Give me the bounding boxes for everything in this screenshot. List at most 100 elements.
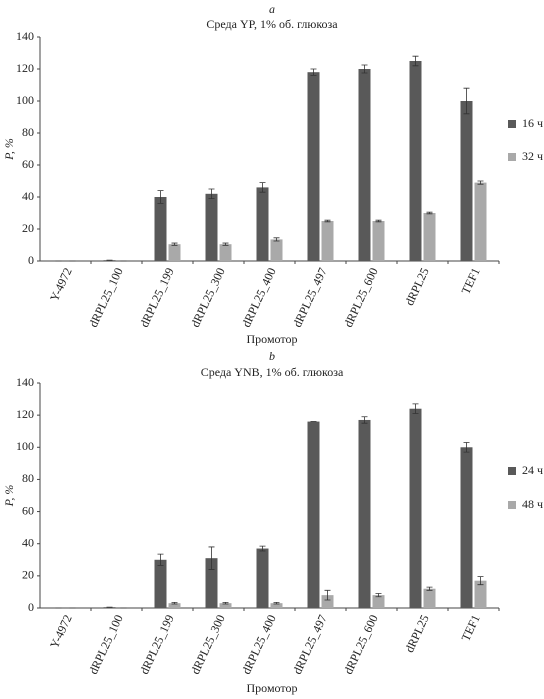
chart-tag: b [269,349,275,363]
x-tick-label: dRPL25_100 [86,613,126,677]
error-bar [361,416,368,424]
chart-title: Среда YNB, 1% об. глюкоза [201,365,344,379]
error-bar [310,68,317,76]
legend-swatch [508,467,516,475]
bar [270,603,283,608]
legend-swatch [508,501,516,509]
bar [307,72,320,261]
y-tick-label: 100 [16,439,34,453]
legend-label: 24 ч [522,463,543,477]
bar [205,558,218,608]
y-tick-label: 20 [22,221,34,235]
bar [321,221,334,261]
x-tick-label: dRPL25_300 [188,613,228,677]
bar [256,187,269,261]
bar [409,408,422,608]
bar [168,603,181,608]
error-bar [222,601,229,605]
legend-label: 48 ч [522,497,543,511]
x-tick-label: dRPL25_497 [290,613,330,677]
bar [460,447,473,608]
error-bar [477,576,484,586]
y-axis-label: P, % [2,138,16,161]
bar [409,61,422,261]
error-bar [157,190,164,204]
legend-label: 16 ч [522,116,543,130]
bar [358,419,371,608]
bar [372,221,385,261]
error-bar [171,601,178,605]
bar [474,580,487,608]
bar [154,197,167,261]
x-tick-label: dRPL25_199 [137,266,177,330]
y-tick-label: 40 [22,189,34,203]
bar [154,559,167,608]
y-axis-label: P, % [2,485,16,508]
x-tick-label: dRPL25_199 [137,613,177,677]
x-tick-label: dRPL25_600 [341,613,381,677]
error-bar [375,593,382,598]
x-tick-label: dRPL25_600 [341,266,381,330]
bar [474,182,487,261]
error-bar [324,219,331,223]
legend-label: 32 ч [522,149,543,163]
bar [358,69,371,261]
bar [372,595,385,608]
bar [321,595,334,608]
error-bar [259,182,266,193]
bar [307,421,320,608]
error-bar [171,242,178,246]
bar [219,603,232,608]
error-bar [426,211,433,215]
chart-title: Среда YP, 1% об. глюкоза [206,17,338,31]
error-bar [375,219,382,223]
error-bar [222,242,229,246]
x-tick-label: dRPL25_100 [86,266,126,330]
x-axis-label: Промотор [247,681,298,695]
error-bar [208,188,215,199]
chart-tag: a [269,2,275,16]
x-axis-label: Промотор [247,332,298,346]
error-bar [208,546,215,570]
bar [460,101,473,261]
error-bar [412,55,419,67]
y-tick-label: 120 [16,407,34,421]
error-bar [463,87,470,115]
y-tick-label: 80 [22,471,34,485]
y-tick-label: 20 [22,568,34,582]
y-tick-label: 60 [22,157,34,171]
x-tick-label: dRPL25_300 [188,266,228,330]
error-bar [361,64,368,74]
bar [168,244,181,261]
y-tick-label: 0 [28,253,34,267]
error-bar [477,180,484,185]
bar [423,213,436,261]
x-tick-label: dRPL25_400 [239,613,279,677]
x-tick-label: Y-4972 [47,266,75,304]
bar [103,607,116,608]
y-tick-label: 140 [16,29,34,43]
x-tick-label: TEF1 [458,613,482,644]
y-tick-label: 60 [22,503,34,517]
x-tick-label: dRPL25 [402,613,432,655]
error-bar [273,601,280,605]
x-tick-label: dRPL25 [402,266,432,308]
y-tick-label: 80 [22,125,34,139]
bar [423,588,436,608]
y-tick-label: 140 [16,375,34,389]
bar [270,239,283,261]
error-bar [426,586,433,591]
bar [219,244,232,261]
y-tick-label: 120 [16,61,34,75]
y-tick-label: 0 [28,600,34,614]
error-bar [463,442,470,453]
x-tick-label: dRPL25_400 [239,266,279,330]
error-bar [273,237,280,242]
x-tick-label: TEF1 [458,266,482,297]
error-bar [157,553,164,566]
y-tick-label: 100 [16,93,34,107]
y-tick-label: 40 [22,535,34,549]
legend-swatch [508,120,516,128]
error-bar [324,589,331,601]
